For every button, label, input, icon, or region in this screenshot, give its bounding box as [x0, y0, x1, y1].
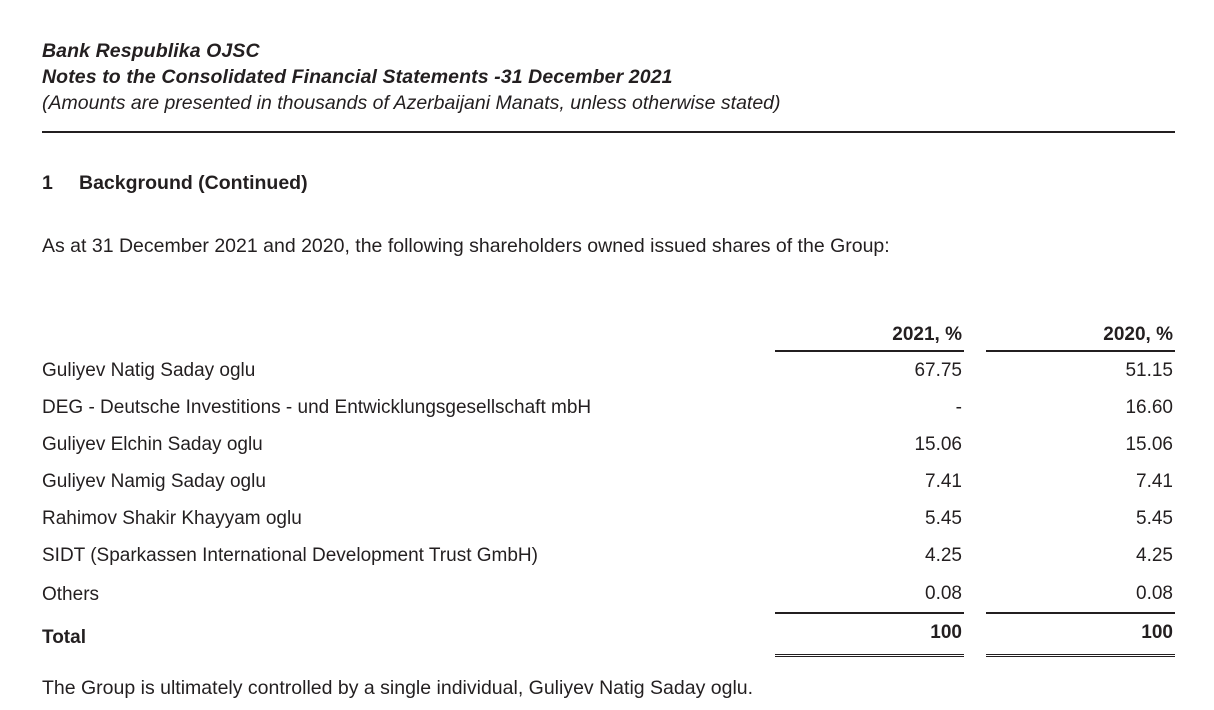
row-label: Guliyev Natig Saday oglu [42, 360, 256, 381]
row-value-2021: 15.06 [914, 434, 962, 455]
row-gap [964, 426, 986, 463]
row-gap [964, 574, 986, 613]
section-heading: 1 Background (Continued) [42, 170, 308, 196]
row-label: Rahimov Shakir Khayyam oglu [42, 508, 302, 529]
row-value-2020: 5.45 [1136, 508, 1173, 529]
row-gap [964, 500, 986, 537]
header-company-name: Bank Respublika OJSC [42, 40, 260, 62]
intro-paragraph: As at 31 December 2021 and 2020, the fol… [42, 235, 890, 257]
row-value-2021: - [955, 397, 962, 418]
row-value-2020: 16.60 [1125, 397, 1173, 418]
row-gap [964, 463, 986, 500]
table-row: Others 0.08 0.08 [42, 574, 1175, 614]
table-row: Guliyev Elchin Saday oglu 15.06 15.06 [42, 426, 1175, 463]
row-label: Others [42, 584, 100, 605]
column-header-2020: 2020, % [986, 316, 1175, 352]
header-divider-rule [42, 131, 1175, 133]
row-gap [964, 351, 986, 389]
shareholders-table: 2021, % 2020, % Guliyev Natig Saday oglu… [42, 316, 1175, 657]
row-value-2021: 4.25 [925, 545, 962, 566]
total-value-2020: 100 [986, 613, 1175, 657]
row-value-2020: 4.25 [1136, 545, 1173, 566]
header-amounts-note: (Amounts are presented in thousands of A… [42, 92, 781, 114]
total-value-2021: 100 [775, 613, 964, 657]
table-row: DEG - Deutsche Investitions - und Entwic… [42, 389, 1175, 426]
header-document-title: Notes to the Consolidated Financial Stat… [42, 66, 673, 88]
row-value-2020: 7.41 [1136, 471, 1173, 492]
row-value-2021: 67.75 [914, 360, 962, 381]
row-label: Guliyev Namig Saday oglu [42, 471, 266, 492]
row-value-2021: 7.41 [925, 471, 962, 492]
column-header-label [42, 316, 775, 351]
table-total-row: Total 100 100 [42, 613, 1175, 657]
table-row: Guliyev Namig Saday oglu 7.41 7.41 [42, 463, 1175, 500]
row-value-2020: 15.06 [1125, 434, 1173, 455]
table-row: Rahimov Shakir Khayyam oglu 5.45 5.45 [42, 500, 1175, 537]
document-header: Bank Respublika OJSC Notes to the Consol… [42, 38, 1175, 116]
closing-paragraph: The Group is ultimately controlled by a … [42, 677, 754, 699]
row-gap [964, 537, 986, 574]
section-number: 1 [42, 172, 53, 194]
row-label: SIDT (Sparkassen International Developme… [42, 545, 538, 566]
table-header-row: 2021, % 2020, % [42, 316, 1175, 352]
row-value-2020: 51.15 [1125, 360, 1173, 381]
table-row: Guliyev Natig Saday oglu 67.75 51.15 [42, 351, 1175, 389]
row-gap [964, 389, 986, 426]
table-row: SIDT (Sparkassen International Developme… [42, 537, 1175, 574]
column-gap [964, 316, 986, 351]
row-value-2020: 0.08 [986, 574, 1175, 614]
row-label: DEG - Deutsche Investitions - und Entwic… [42, 397, 592, 418]
row-value-2021: 0.08 [775, 574, 964, 614]
row-label: Guliyev Elchin Saday oglu [42, 434, 263, 455]
section-title-text: Background (Continued) [79, 172, 308, 194]
total-label: Total [42, 626, 86, 648]
row-gap [964, 613, 986, 656]
row-value-2021: 5.45 [925, 508, 962, 529]
column-header-2021: 2021, % [775, 316, 964, 352]
